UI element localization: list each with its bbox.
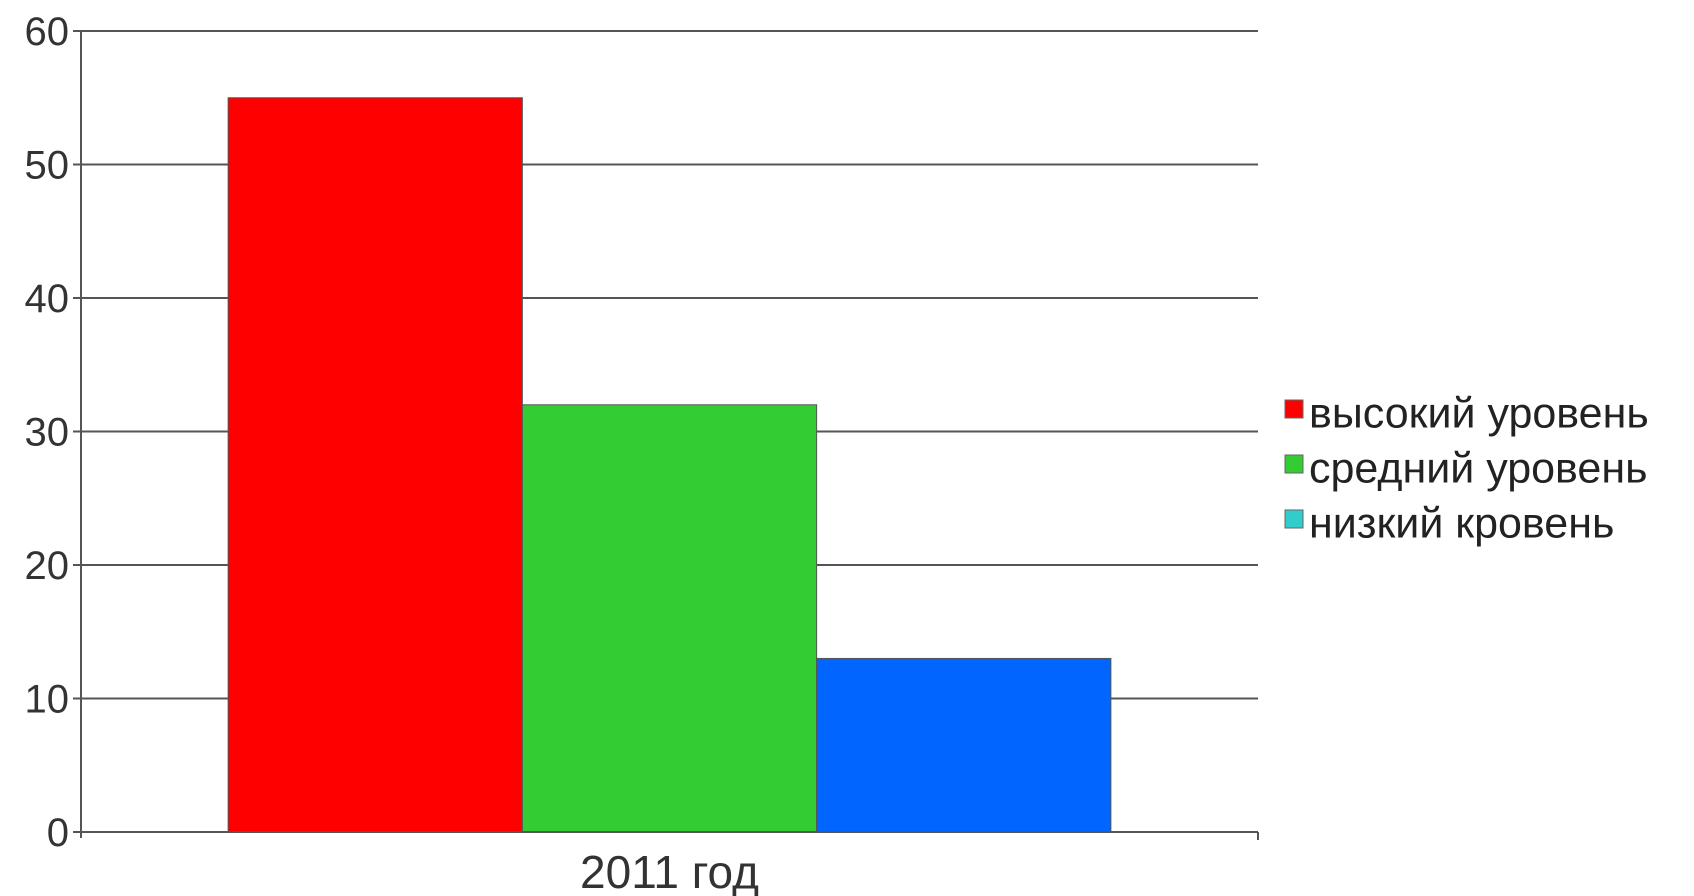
y-tick-label: 40 (25, 277, 70, 321)
legend-label: средний уровень (1309, 444, 1647, 492)
legend-swatch (1284, 399, 1304, 419)
y-tick-label: 0 (47, 811, 69, 855)
legend-swatch (1284, 454, 1304, 474)
bars (227, 97, 1112, 833)
bar (521, 404, 818, 833)
legend: высокий уровень средний уровень низкий кро… (1284, 389, 1649, 547)
x-axis-categories: 2011 год (580, 846, 759, 896)
legend-label: низкий кровень (1309, 499, 1614, 547)
legend-label: высокий уровень (1309, 389, 1649, 437)
y-tick-label: 50 (25, 144, 70, 188)
y-tick-label: 10 (25, 678, 70, 722)
bar (227, 97, 523, 833)
y-tick-label: 20 (25, 544, 70, 588)
y-tick-label: 30 (25, 411, 70, 455)
axes (73, 31, 1259, 840)
legend-swatch (1284, 509, 1304, 529)
x-category-label: 2011 год (580, 846, 759, 896)
bar (816, 657, 1112, 833)
y-tick-label: 60 (25, 10, 70, 54)
y-axis-ticks: 0 10 20 30 40 50 60 (25, 10, 70, 855)
